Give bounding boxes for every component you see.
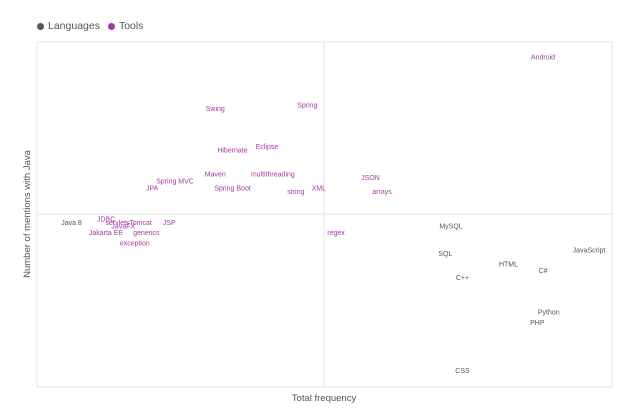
data-point-jakarta-ee[interactable]: Jakarta EE	[89, 230, 124, 237]
data-point-eclipse[interactable]: Eclipse	[256, 144, 279, 151]
y-axis-label: Number of mentions with Java	[22, 149, 33, 277]
data-point-javafx[interactable]: JavaFX	[111, 223, 135, 230]
data-point-servlets[interactable]: servlets	[105, 220, 130, 227]
data-point-regex[interactable]: regex	[327, 230, 345, 237]
data-point-c-[interactable]: C#	[539, 268, 548, 275]
data-point-spring[interactable]: Spring	[297, 103, 317, 110]
data-point-generics[interactable]: generics	[133, 230, 160, 237]
data-point-maven[interactable]: Maven	[205, 172, 226, 179]
data-point-html[interactable]: HTML	[499, 261, 518, 268]
data-point-exception[interactable]: exception	[120, 241, 150, 248]
data-point-sql[interactable]: SQL	[438, 251, 452, 258]
data-point-c-[interactable]: C++	[456, 275, 469, 282]
data-point-mysql[interactable]: MySQL	[439, 223, 462, 230]
data-point-python[interactable]: Python	[538, 310, 560, 317]
data-point-spring-boot[interactable]: Spring Boot	[214, 185, 251, 192]
legend-item-tools[interactable]: Tools	[107, 20, 144, 32]
legend-label-languages: Languages	[48, 20, 100, 32]
data-point-string[interactable]: string	[287, 189, 304, 196]
data-point-php[interactable]: PHP	[530, 320, 545, 327]
data-point-swing[interactable]: Swing	[206, 106, 225, 113]
data-point-jsp[interactable]: JSP	[163, 220, 176, 227]
data-point-multithreading[interactable]: multithreading	[251, 172, 295, 179]
data-point-xml[interactable]: XML	[312, 185, 327, 192]
circle-dot-icon	[107, 22, 115, 30]
data-point-jpa[interactable]: JPA	[146, 185, 159, 192]
x-axis-label: Total frequency	[292, 393, 357, 404]
data-point-tomcat[interactable]: Tomcat	[129, 220, 152, 227]
data-point-android[interactable]: Android	[531, 54, 555, 61]
data-point-json[interactable]: JSON	[361, 175, 380, 182]
data-point-hibernate[interactable]: Hibernate	[217, 147, 247, 154]
data-point-arrays[interactable]: arrays	[372, 189, 392, 196]
data-point-java-8[interactable]: Java 8	[61, 220, 82, 227]
data-point-css[interactable]: CSS	[455, 368, 470, 375]
legend-item-languages[interactable]: Languages	[37, 20, 100, 32]
legend-label-tools: Tools	[118, 20, 144, 32]
data-point-spring-mvc[interactable]: Spring MVC	[156, 179, 194, 186]
data-labels: Java 8 MySQL JavaScript SQL HTML C# C++ Python P…	[61, 54, 605, 375]
chart-legend: Languages Tools	[37, 20, 143, 32]
data-point-javascript[interactable]: JavaScript	[573, 247, 606, 254]
circle-dot-icon	[37, 22, 44, 30]
data-point-jdbc[interactable]: JDBC	[97, 216, 115, 223]
